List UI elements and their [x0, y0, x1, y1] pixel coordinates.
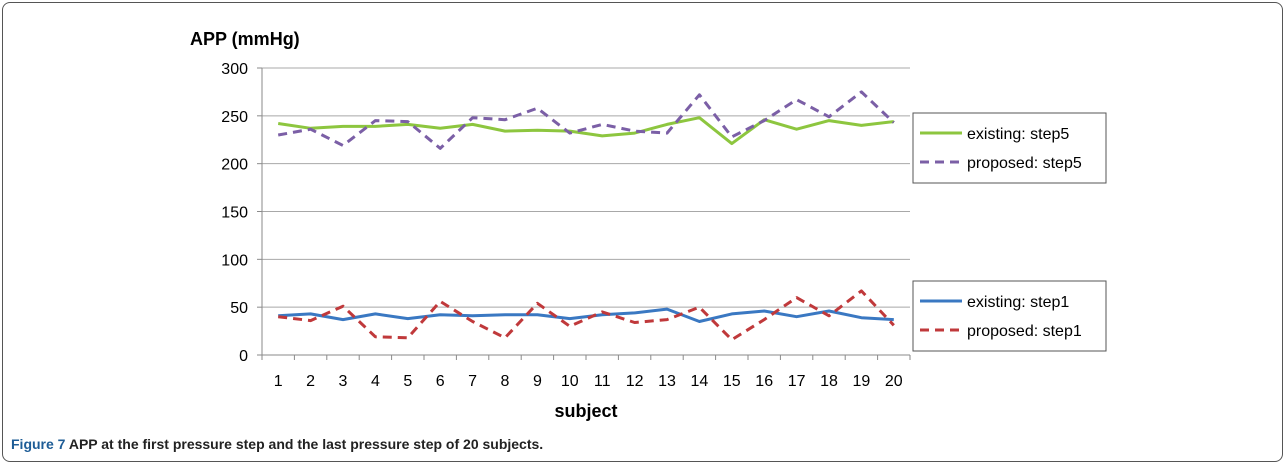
x-tick-label: 7 [468, 373, 477, 390]
y-tick-label: 300 [221, 61, 248, 78]
x-tick-label: 6 [436, 373, 445, 390]
x-tick-label: 12 [626, 373, 644, 390]
x-tick-label: 3 [339, 373, 348, 390]
x-tick-label: 5 [403, 373, 412, 390]
x-tick-label: 8 [501, 373, 510, 390]
x-tick-label: 17 [788, 373, 806, 390]
x-tick-label: 1 [274, 373, 283, 390]
legend-label: existing: step5 [967, 126, 1069, 143]
x-tick-label: 11 [594, 373, 611, 390]
x-tick-label: 16 [755, 373, 773, 390]
y-tick-label: 100 [221, 252, 248, 269]
legend-label: existing: step1 [967, 294, 1069, 311]
legend-box-1 [912, 112, 1107, 184]
y-tick-label: 250 [221, 109, 248, 126]
x-tick-label: 14 [691, 373, 709, 390]
y-tick-label: 0 [239, 348, 248, 365]
x-tick-label: 10 [561, 373, 579, 390]
series-line-3 [278, 307, 894, 323]
x-axis-title: subject [554, 401, 617, 421]
series-line-4 [278, 289, 895, 342]
caption-text: APP at the first pressure step and the l… [65, 436, 544, 452]
series-line-2 [277, 90, 895, 150]
x-tick-label: 13 [658, 373, 676, 390]
x-tick-label: 19 [853, 373, 871, 390]
x-tick-label: 15 [723, 373, 741, 390]
figure-caption: Figure 7 APP at the first pressure step … [11, 436, 543, 452]
y-axis-title: APP (mmHg) [190, 29, 300, 49]
y-tick-label: 150 [221, 205, 248, 222]
caption-label: Figure 7 [11, 436, 66, 452]
x-tick-label: 18 [820, 373, 838, 390]
y-tick-label: 200 [221, 157, 248, 174]
x-tick-label: 20 [885, 373, 903, 390]
legend-box-2 [912, 280, 1107, 352]
x-tick-label: 4 [371, 373, 380, 390]
y-tick-label: 50 [230, 300, 248, 317]
x-tick-label: 9 [533, 373, 542, 390]
legend-label: proposed: step1 [967, 323, 1082, 340]
legend-label: proposed: step5 [967, 155, 1082, 172]
series-line-1 [277, 116, 894, 146]
x-tick-label: 2 [306, 373, 315, 390]
